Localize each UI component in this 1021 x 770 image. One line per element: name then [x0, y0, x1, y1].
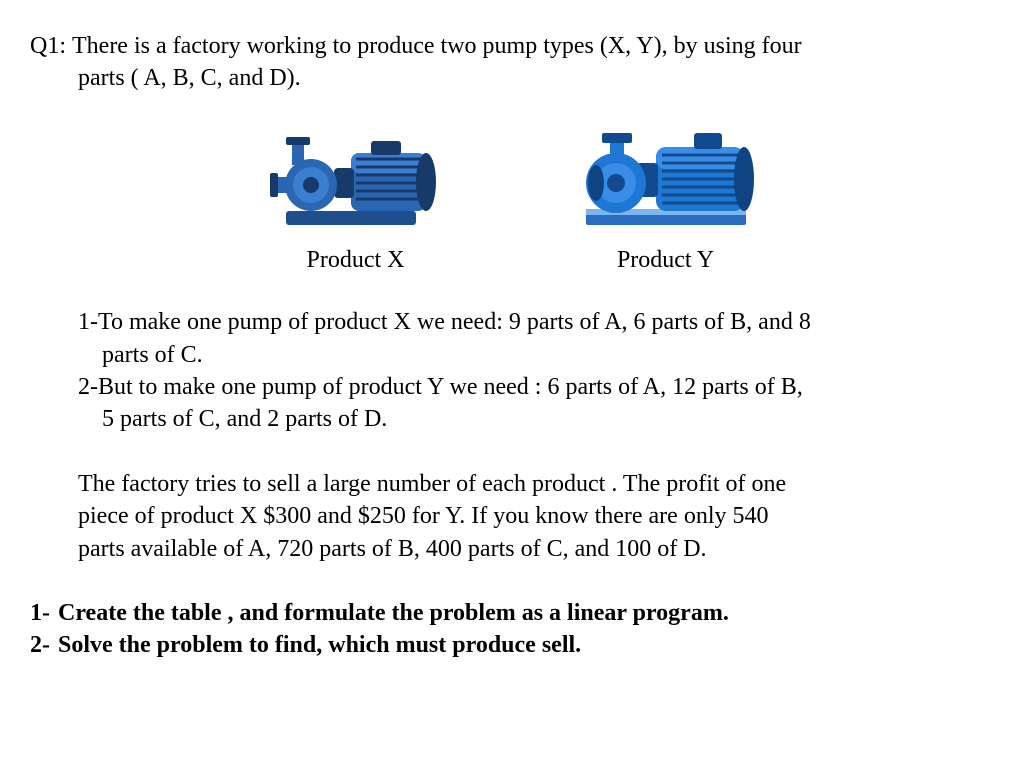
- task-2: 2- Solve the problem to find, which must…: [30, 629, 991, 661]
- requirement-1-num: 1-: [78, 306, 98, 338]
- pump-y-icon: [566, 113, 766, 238]
- requirement-2-line1: But to make one pump of product Y we nee…: [98, 371, 991, 403]
- pump-x-icon: [256, 113, 456, 238]
- question-line-2: parts ( A, B, C, and D).: [30, 62, 991, 94]
- task-2-num: 2-: [30, 629, 58, 661]
- task-1-text: Create the table , and formulate the pro…: [58, 597, 991, 629]
- product-x-image: [256, 113, 456, 238]
- products-row: Product X: [30, 113, 991, 276]
- product-y-caption: Product Y: [617, 244, 714, 276]
- profit-block: The factory tries to sell a large number…: [30, 468, 991, 565]
- question-body-1: There is a factory working to produce tw…: [72, 30, 991, 62]
- question-line-1: Q1: There is a factory working to produc…: [30, 30, 991, 62]
- product-y-col: Product Y: [551, 113, 781, 276]
- requirement-2: 2- But to make one pump of product Y we …: [78, 371, 991, 403]
- product-y-image: [566, 113, 766, 238]
- requirement-1-line2: parts of C.: [78, 339, 991, 371]
- product-x-caption: Product X: [307, 244, 405, 276]
- product-x-col: Product X: [241, 113, 471, 276]
- tasks-block: 1- Create the table , and formulate the …: [30, 597, 991, 662]
- task-2-text: Solve the problem to find, which must pr…: [58, 629, 991, 661]
- task-1-num: 1-: [30, 597, 58, 629]
- profit-line3: parts available of A, 720 parts of B, 40…: [78, 533, 991, 565]
- requirements-block: 1- To make one pump of product X we need…: [30, 306, 991, 436]
- profit-line1: The factory tries to sell a large number…: [78, 468, 991, 500]
- requirement-2-num: 2-: [78, 371, 98, 403]
- profit-line2: piece of product X $300 and $250 for Y. …: [78, 500, 991, 532]
- requirement-1-line1: To make one pump of product X we need: 9…: [98, 306, 991, 338]
- requirement-1: 1- To make one pump of product X we need…: [78, 306, 991, 338]
- page: Q1: There is a factory working to produc…: [0, 0, 1021, 770]
- requirement-2-line2: 5 parts of C, and 2 parts of D.: [78, 403, 991, 435]
- question-label: Q1:: [30, 30, 72, 62]
- task-1: 1- Create the table , and formulate the …: [30, 597, 991, 629]
